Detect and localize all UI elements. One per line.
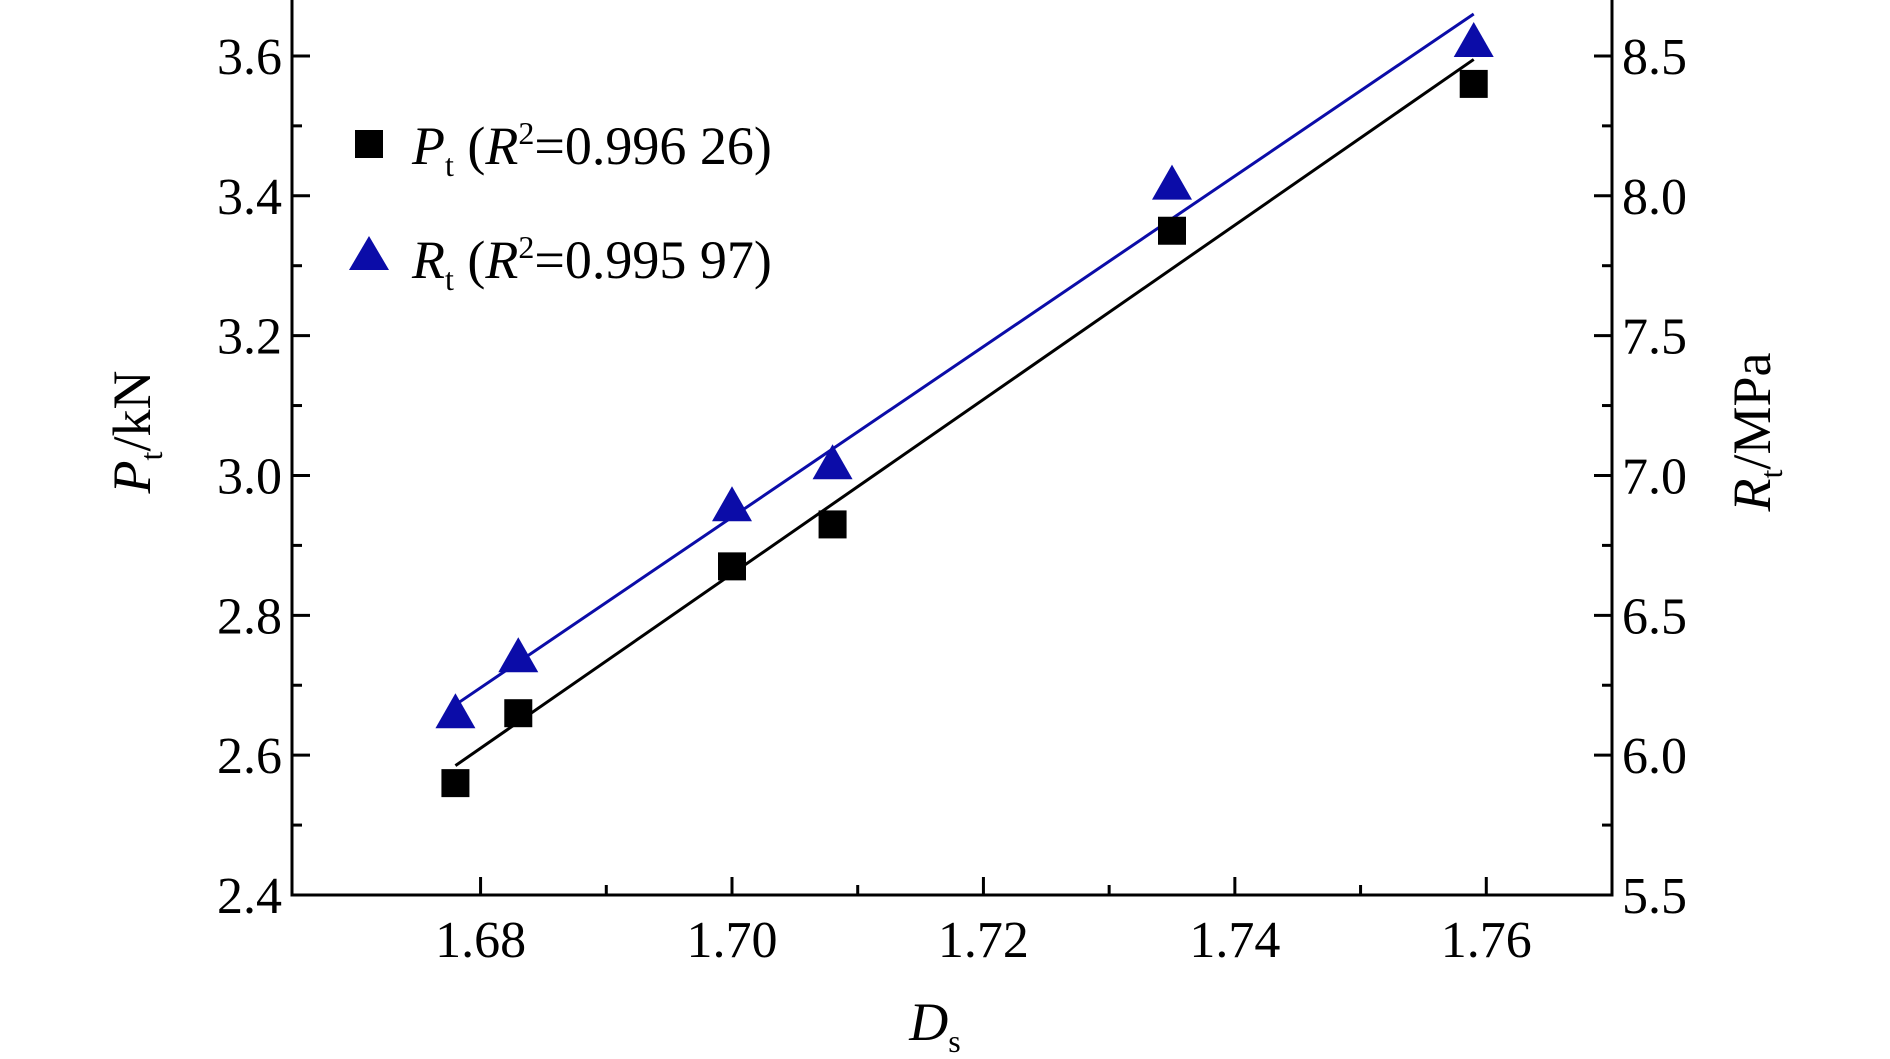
data-point-rt (1453, 21, 1494, 57)
y-left-tick-label: 2.4 (217, 868, 282, 925)
y-right-tick-label: 8.0 (1622, 169, 1687, 226)
x-tick-label: 1.72 (938, 912, 1029, 969)
x-tick-label: 1.68 (435, 912, 526, 969)
data-point-pt (818, 510, 847, 539)
legend-marker-square (355, 130, 383, 158)
data-point-pt (718, 552, 746, 581)
y-left-tick-label: 2.8 (217, 588, 282, 645)
x-axis-label: Ds (908, 992, 960, 1059)
data-point-pt (1459, 69, 1488, 98)
y-left-axis-label: Pt/kN (102, 371, 169, 495)
data-point-rt (498, 637, 539, 673)
fit-line-rt (454, 12, 1475, 707)
data-point-pt (504, 699, 533, 728)
data-point-rt (712, 486, 752, 522)
x-tick-label: 1.70 (687, 912, 778, 969)
legend-entry-rt: Rt (R2=0.995 97) (411, 229, 772, 297)
y-right-tick-label: 7.0 (1622, 448, 1687, 505)
data-point-pt (1158, 216, 1186, 245)
x-tick-label: 1.76 (1441, 912, 1532, 969)
data-point-rt (435, 693, 476, 729)
y-right-tick-label: 6.5 (1622, 588, 1687, 645)
y-left-tick-label: 3.4 (217, 169, 282, 226)
y-left-tick-label: 2.6 (217, 728, 282, 785)
plot-frame (290, 0, 1614, 897)
data-point-pt (441, 769, 470, 798)
y-right-tick-label: 8.5 (1622, 29, 1687, 86)
legend-entry-pt: Pt (R2=0.996 26) (411, 115, 772, 183)
fit-line-pt (454, 58, 1475, 767)
y-right-tick-label: 7.5 (1622, 309, 1687, 366)
y-right-axis-label: Rt/MPa (1722, 353, 1789, 513)
legend-marker-triangle (349, 236, 389, 270)
legend: Pt (R2=0.996 26) Rt (R2=0.995 97) (349, 115, 772, 297)
y-right-tick-label: 5.5 (1622, 868, 1687, 925)
y-left-tick-label: 3.6 (217, 29, 282, 86)
y-left-tick-label: 3.0 (217, 448, 282, 505)
data-point-rt (812, 444, 853, 480)
y-right-tick-label: 6.0 (1622, 728, 1687, 785)
data-point-rt (1152, 164, 1192, 200)
y-left-tick-label: 3.2 (217, 309, 282, 366)
x-tick-label: 1.74 (1189, 912, 1280, 969)
